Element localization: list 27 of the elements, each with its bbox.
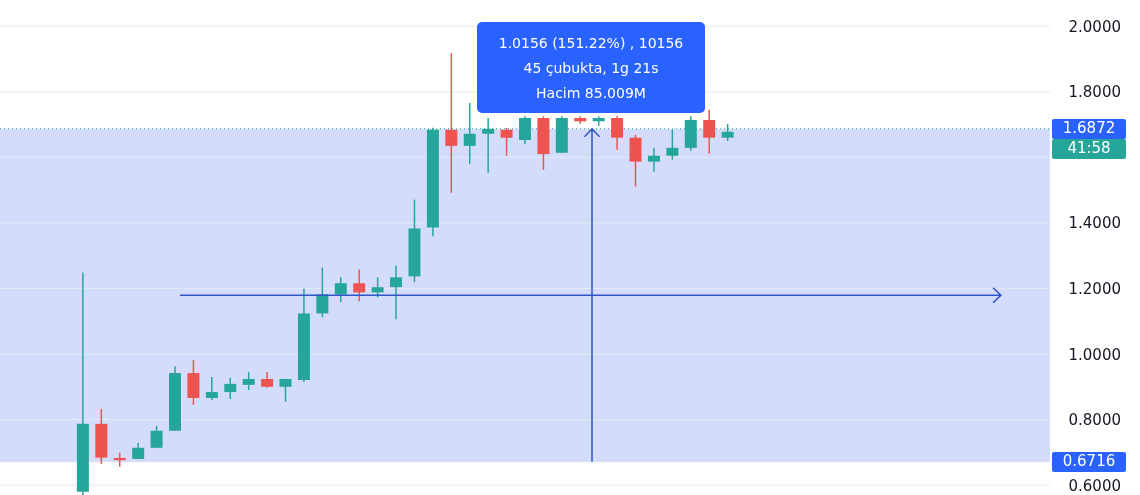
candlestick: [334, 276, 347, 303]
candlestick: [500, 127, 513, 157]
candlestick: [224, 377, 237, 400]
y-tick-label: 1.4000: [1068, 214, 1121, 233]
annotation: 45 çubukta, 1g 21s: [522, 59, 660, 78]
candlestick: [629, 133, 642, 188]
candlestick: [371, 276, 384, 299]
annotation: Hacim 85.009M: [535, 84, 647, 103]
candlestick: [445, 52, 458, 194]
candlestick: [242, 371, 255, 391]
candlestick: [390, 264, 403, 321]
text: 41:58: [1052, 138, 1126, 159]
ref-line-label: 0.6716: [1052, 451, 1126, 472]
candlestick: [150, 425, 163, 449]
candlestick: [703, 109, 716, 155]
y-tick-label: 1.2000: [1068, 279, 1121, 298]
y-tick-label: 0.6000: [1068, 476, 1121, 495]
ref-line-label: 1.6872: [1052, 118, 1126, 139]
y-tick-label: 2.0000: [1068, 17, 1121, 36]
candlestick: [611, 115, 624, 151]
y-tick-label: 1.0000: [1068, 345, 1121, 364]
candlestick: [647, 147, 660, 173]
candlestick: [205, 376, 218, 401]
y-tick-label: 0.8000: [1068, 411, 1121, 430]
candlestick: [353, 268, 366, 303]
annotation: 1.0156 (151.22%) , 10156: [497, 34, 685, 53]
y-tick-label: 1.8000: [1068, 83, 1121, 102]
